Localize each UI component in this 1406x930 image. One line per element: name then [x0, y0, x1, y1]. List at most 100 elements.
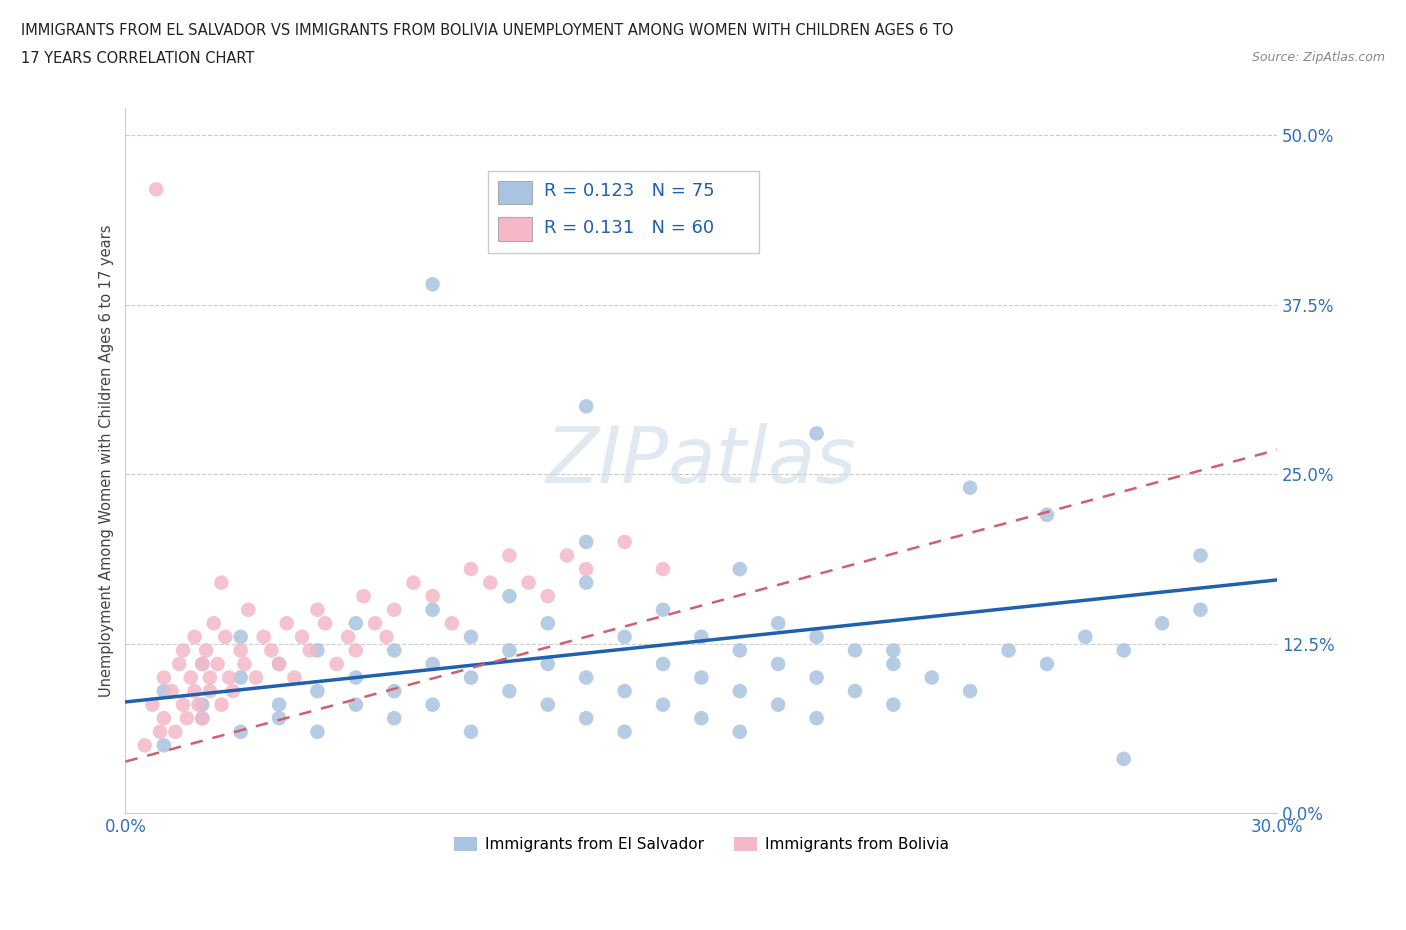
Point [176, 711, 198, 725]
Point [422, 657, 444, 671]
Point [222, 684, 245, 698]
Point [307, 684, 329, 698]
Point [537, 616, 560, 631]
Point [575, 711, 598, 725]
Point [198, 684, 221, 698]
Point [183, 684, 205, 698]
Point [211, 575, 233, 590]
Point [613, 684, 636, 698]
Point [1036, 508, 1059, 523]
Point [402, 575, 425, 590]
Point [307, 643, 329, 658]
Point [537, 657, 560, 671]
Point [575, 562, 598, 577]
Text: IMMIGRANTS FROM EL SALVADOR VS IMMIGRANTS FROM BOLIVIA UNEMPLOYMENT AMONG WOMEN : IMMIGRANTS FROM EL SALVADOR VS IMMIGRANT… [21, 23, 953, 38]
Point [141, 698, 163, 712]
Point [191, 698, 214, 712]
Point [728, 562, 751, 577]
Point [233, 657, 256, 671]
Point [440, 616, 463, 631]
Point [344, 643, 367, 658]
Point [195, 643, 218, 658]
Point [1189, 603, 1212, 618]
Point [422, 698, 444, 712]
Text: Source: ZipAtlas.com: Source: ZipAtlas.com [1251, 51, 1385, 64]
Point [253, 630, 276, 644]
Point [690, 671, 713, 685]
Point [307, 603, 329, 618]
Point [498, 548, 520, 563]
Point [153, 711, 176, 725]
Point [153, 737, 176, 752]
Point [997, 643, 1019, 658]
Point [283, 671, 305, 685]
Point [806, 630, 828, 644]
Point [245, 671, 267, 685]
Point [959, 684, 981, 698]
Point [882, 657, 904, 671]
Point [191, 711, 214, 725]
Point [806, 711, 828, 725]
Point [498, 589, 520, 604]
Point [214, 630, 236, 644]
Point [229, 630, 252, 644]
Point [276, 616, 298, 631]
FancyBboxPatch shape [488, 171, 759, 253]
Point [613, 630, 636, 644]
Point [460, 562, 482, 577]
Point [882, 698, 904, 712]
Text: 17 YEARS CORRELATION CHART: 17 YEARS CORRELATION CHART [21, 51, 254, 66]
Point [498, 643, 520, 658]
Point [149, 724, 172, 739]
Point [191, 657, 214, 671]
Point [882, 643, 904, 658]
Point [267, 698, 290, 712]
Point [267, 657, 290, 671]
Point [260, 643, 283, 658]
Point [229, 671, 252, 685]
Point [806, 426, 828, 441]
Point [183, 630, 205, 644]
FancyBboxPatch shape [498, 180, 531, 204]
Point [364, 616, 387, 631]
Point [382, 603, 405, 618]
Point [690, 630, 713, 644]
Point [844, 684, 866, 698]
Point [575, 535, 598, 550]
Point [267, 711, 290, 725]
Text: R = 0.123   N = 75: R = 0.123 N = 75 [544, 182, 714, 200]
Point [198, 671, 221, 685]
Point [353, 589, 375, 604]
Point [959, 480, 981, 495]
Point [728, 643, 751, 658]
Point [382, 643, 405, 658]
Point [652, 698, 675, 712]
Point [207, 657, 229, 671]
Point [422, 589, 444, 604]
Point [211, 698, 233, 712]
Point [766, 657, 789, 671]
Point [167, 657, 190, 671]
Point [325, 657, 347, 671]
Point [160, 684, 183, 698]
Point [382, 684, 405, 698]
Point [613, 724, 636, 739]
Point [517, 575, 540, 590]
Point [1152, 616, 1174, 631]
Point [1112, 751, 1135, 766]
Point [238, 603, 260, 618]
Point [187, 698, 209, 712]
Point [344, 671, 367, 685]
Point [652, 603, 675, 618]
Point [806, 671, 828, 685]
Point [191, 657, 214, 671]
Point [145, 182, 167, 197]
Point [153, 684, 176, 698]
Point [460, 724, 482, 739]
Point [575, 399, 598, 414]
Point [172, 698, 194, 712]
Point [766, 616, 789, 631]
Point [1112, 643, 1135, 658]
Legend: Immigrants from El Salvador, Immigrants from Bolivia: Immigrants from El Salvador, Immigrants … [449, 830, 955, 858]
Y-axis label: Unemployment Among Women with Children Ages 6 to 17 years: Unemployment Among Women with Children A… [100, 224, 114, 697]
